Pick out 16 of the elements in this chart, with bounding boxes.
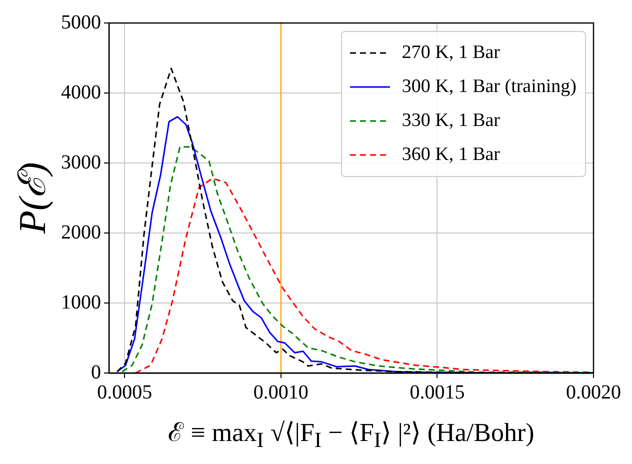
- y-tick-label: 2000: [61, 221, 101, 244]
- legend-label: 270 K, 1 Bar: [402, 41, 500, 65]
- legend-label: 360 K, 1 Bar: [402, 143, 500, 167]
- x-tick-label: 0.0020: [566, 381, 621, 404]
- x-tick-label: 0.0010: [253, 381, 308, 404]
- y-tick-label: 4000: [61, 81, 101, 104]
- y-axis-title: P(ℰ): [11, 162, 55, 234]
- legend-label: 330 K, 1 Bar: [402, 109, 500, 133]
- y-tick-label: 3000: [61, 151, 101, 174]
- y-tick-label: 0: [91, 361, 101, 384]
- y-tick-label: 5000: [61, 11, 101, 34]
- legend-label: 300 K, 1 Bar (training): [402, 75, 576, 99]
- x-tick-label: 0.0015: [410, 381, 465, 404]
- x-tick-label: 0.0005: [97, 381, 152, 404]
- y-tick-label: 1000: [61, 291, 101, 314]
- x-axis-title: ℰ ≡ max$_{I}$ √⟨|F$_{I}$ − ⟨F$_{I}$⟩ |²⟩ (Ha/Bohr): [167, 417, 536, 454]
